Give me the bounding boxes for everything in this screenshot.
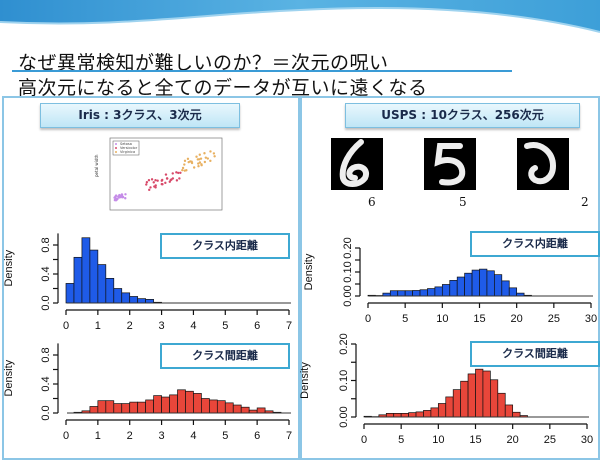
histogram-bar: [476, 369, 483, 417]
svg-text:0.00: 0.00: [338, 406, 350, 427]
usps-inter-histogram: 0 5 10 15 20 25 30 0.00 0.10 0.20 Density: [0, 0, 600, 450]
svg-text:15: 15: [469, 434, 481, 446]
histogram-bar: [409, 413, 416, 417]
svg-text:25: 25: [544, 434, 556, 446]
usps-inter-label: クラス間距離: [470, 341, 600, 367]
histogram-bar: [498, 393, 505, 417]
histogram-bar: [416, 412, 423, 417]
usps-intra-label: クラス内距離: [470, 231, 600, 257]
svg-text:0.10: 0.10: [338, 370, 350, 391]
histogram-bar: [461, 381, 468, 417]
histogram-bar: [468, 374, 475, 417]
svg-text:30: 30: [581, 434, 593, 446]
histogram-bar: [483, 371, 490, 417]
svg-text:10: 10: [432, 434, 444, 446]
svg-text:Density: Density: [299, 362, 311, 399]
histogram-bar: [401, 413, 408, 417]
svg-text:0: 0: [361, 434, 367, 446]
svg-text:5: 5: [398, 434, 404, 446]
histogram-bar: [446, 397, 453, 417]
histogram-bar: [386, 413, 393, 417]
histogram-bar: [394, 413, 401, 417]
histogram-bar: [453, 390, 460, 417]
histogram-bar: [431, 408, 438, 417]
svg-text:0.20: 0.20: [338, 333, 350, 354]
histogram-bar: [505, 405, 512, 417]
svg-text:20: 20: [507, 434, 519, 446]
histogram-bar: [513, 412, 520, 417]
histogram-bar: [490, 380, 497, 417]
histogram-bar: [423, 410, 430, 417]
histogram-bar: [438, 403, 445, 417]
